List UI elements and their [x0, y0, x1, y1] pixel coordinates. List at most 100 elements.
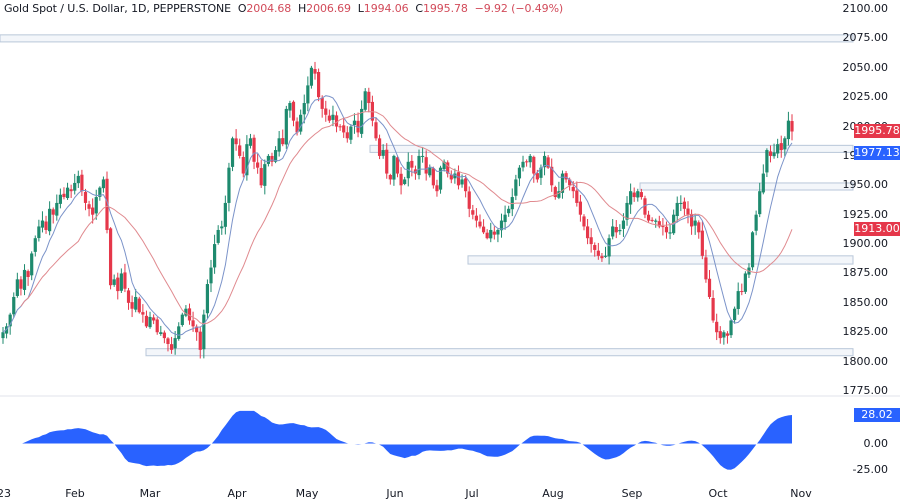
high-prefix: H [298, 2, 307, 15]
candle-up [428, 167, 432, 176]
candle-down [87, 204, 91, 209]
time-axis-label: Jun [386, 487, 404, 500]
candle-up [607, 238, 611, 257]
candle-up [94, 197, 98, 214]
horizontal-zone [0, 34, 854, 43]
candle-down [385, 149, 389, 174]
oscillator-area [3, 410, 792, 470]
candle-down [646, 214, 651, 221]
candle-down [234, 138, 238, 145]
candle-up [134, 296, 138, 310]
candle-down [238, 145, 242, 156]
candle-down [62, 193, 66, 198]
candle-up [442, 161, 446, 170]
candle-down [108, 228, 113, 286]
candle-down [614, 226, 618, 233]
time-axis-label: 23 [0, 487, 11, 500]
candle-down [313, 69, 317, 74]
candle-up [499, 220, 504, 231]
candle-down [550, 166, 554, 186]
candle-down [370, 101, 374, 121]
candle-down [320, 97, 324, 109]
candle-down [191, 320, 195, 327]
candle-up [776, 144, 780, 154]
candle-down [83, 192, 88, 203]
candle-up [12, 296, 16, 315]
candle-down [700, 230, 704, 256]
close-prefix: C [415, 2, 423, 15]
candle-down [377, 138, 382, 156]
candle-down [291, 101, 296, 121]
candle-up [786, 120, 791, 140]
candle-up [112, 279, 116, 285]
time-axis-label: Oct [708, 487, 728, 500]
ma-slow-line [20, 111, 793, 325]
candle-up [159, 332, 163, 334]
candle-up [98, 187, 102, 197]
candle-up [227, 167, 231, 203]
candle-down [596, 250, 600, 256]
time-axis-label: Jul [465, 487, 479, 500]
candle-up [331, 114, 335, 120]
candle-down [532, 156, 536, 174]
candle-up [489, 229, 493, 239]
candle-down [768, 151, 773, 156]
price-axis-label: 2050.00 [842, 60, 889, 74]
open-prefix: O [237, 2, 247, 15]
chart-header: Gold Spot / U.S. Dollar, 1D, PEPPERSTONE… [4, 2, 563, 15]
candle-up [55, 202, 59, 216]
candle-up [76, 175, 80, 184]
price-axis-label: 1775.00 [842, 384, 889, 397]
symbol-label: Gold Spot / U.S. Dollar, 1D, PEPPERSTONE [4, 2, 232, 15]
osc-axis-label: 0.00 [863, 437, 889, 450]
candle-up [675, 202, 679, 217]
candle-down [790, 121, 794, 132]
candle-down [740, 291, 744, 293]
candle-down [141, 312, 145, 315]
candle-up [758, 191, 762, 215]
candle-down [51, 209, 55, 215]
candle-up [507, 208, 511, 214]
candle-up [266, 155, 270, 164]
candle-down [152, 317, 156, 321]
candle-down [130, 302, 134, 309]
candle-down [367, 91, 371, 104]
candle-down [256, 162, 260, 168]
candle-up [48, 208, 52, 232]
time-axis-label: Aug [542, 487, 564, 500]
candle-up [654, 220, 658, 222]
candle-up [560, 173, 565, 193]
candle-down [682, 201, 687, 209]
candle-down [424, 157, 428, 174]
price-axis-label: 2100.00 [842, 2, 889, 15]
candle-up [40, 220, 45, 228]
candle-up [557, 191, 561, 198]
candle-down [252, 137, 256, 162]
candle-up [496, 229, 500, 235]
candle-down [410, 160, 414, 168]
candle-down [356, 120, 360, 133]
candle-down [553, 187, 557, 198]
time-axis-label: May [295, 487, 319, 500]
horizontal-zone [145, 348, 854, 357]
candle-down [317, 72, 321, 98]
candle-down [69, 189, 73, 192]
candle-down [137, 298, 141, 313]
candle-up [223, 202, 227, 227]
candle-up [216, 229, 220, 243]
price-axis-label: 1850.00 [842, 295, 889, 309]
candle-down [779, 143, 783, 151]
candle-up [284, 108, 288, 145]
candle-down [345, 132, 349, 139]
candle-up [514, 179, 518, 196]
candle-down [639, 192, 643, 198]
candle-up [209, 267, 213, 284]
candle-down [593, 245, 597, 250]
candle-up [754, 214, 758, 231]
candle-down [338, 126, 342, 128]
candle-up [212, 244, 217, 268]
candle-down [535, 173, 539, 180]
high-value: 2006.69 [306, 2, 351, 15]
candle-up [58, 194, 62, 204]
